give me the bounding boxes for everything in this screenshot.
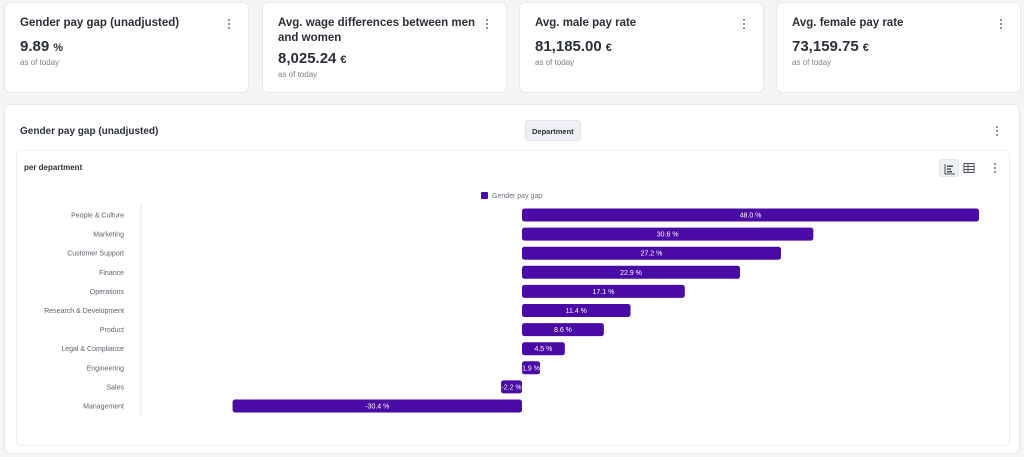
bar[interactable] [522, 284, 685, 298]
category-label: Management [83, 404, 124, 411]
kpi-title: Avg. male pay rate [535, 17, 637, 29]
kpi-card-female-pay: Avg. female pay rate 73,159.75 € as of to… [776, 2, 1021, 93]
bar-value-label: 1.9 % [522, 365, 540, 372]
kpi-card-pay-gap: Gender pay gap (unadjusted) 9.89% as of … [4, 2, 249, 93]
bar[interactable] [501, 380, 522, 394]
legend-swatch [481, 192, 488, 199]
chart-card: per department [16, 150, 1010, 446]
kpi-unit: € [340, 54, 347, 66]
bar[interactable] [522, 227, 814, 241]
category-label: Operations [90, 289, 125, 296]
table-icon [963, 163, 975, 173]
kpi-card-male-pay: Avg. male pay rate 81,185.00 € as of toda… [519, 2, 764, 93]
kpi-title: Gender pay gap (unadjusted) [20, 17, 180, 29]
bar[interactable] [522, 265, 741, 279]
bar-value-label: 17.1 % [593, 289, 615, 296]
category-label: Research & Development [44, 308, 124, 315]
chart-more-options-icon[interactable] [990, 161, 1000, 175]
bar[interactable] [522, 246, 781, 260]
category-label: Customer Support [67, 251, 124, 258]
kpi-number: 73,159.75 [792, 38, 859, 55]
bar-value-label: 4.5 % [534, 346, 552, 353]
more-options-icon[interactable] [482, 17, 492, 31]
bar[interactable] [522, 304, 631, 317]
category-label: Finance [99, 270, 124, 277]
chart-legend: Gender pay gap [481, 192, 542, 200]
bar-value-label: -30.4 % [365, 404, 389, 411]
legend-label: Gender pay gap [492, 193, 543, 200]
category-label: Legal & Compliance [61, 346, 124, 353]
kpi-value: 73,159.75 € [792, 38, 869, 55]
table-view-button[interactable] [959, 159, 979, 177]
bar[interactable] [232, 399, 523, 413]
kpi-unit: € [605, 42, 612, 54]
bar-value-label: 8.6 % [554, 327, 572, 334]
kpi-card-wage-difference: Avg. wage differences between men and wo… [262, 2, 507, 93]
kpi-number: 81,185.00 [535, 38, 602, 55]
more-options-icon[interactable] [224, 17, 234, 31]
kpi-row: Gender pay gap (unadjusted) 9.89% as of … [4, 2, 1024, 93]
kpi-subtitle: as of today [535, 58, 575, 67]
kpi-subtitle: as of today [20, 58, 60, 67]
category-label: Engineering [87, 365, 124, 372]
kpi-value: 9.89% [20, 38, 63, 55]
bar[interactable] [522, 323, 604, 337]
kpi-value: 8,025.24 € [278, 50, 347, 67]
bar-value-label: 22.9 % [620, 270, 642, 277]
bar[interactable] [522, 208, 979, 222]
category-label: Marketing [93, 232, 124, 239]
bar[interactable] [522, 342, 565, 356]
bar-value-label: -2.2 % [501, 384, 521, 391]
more-options-icon[interactable] [996, 17, 1006, 31]
kpi-unit: % [53, 42, 63, 54]
kpi-value: 81,185.00 € [535, 38, 612, 55]
kpi-title: Avg. wage differences between men and wo… [278, 17, 476, 44]
chart-subtitle: per department [24, 163, 83, 172]
kpi-subtitle: as of today [792, 58, 832, 67]
kpi-title: Avg. female pay rate [792, 17, 904, 29]
bar-value-label: 30.6 % [657, 232, 679, 239]
kpi-number: 8,025.24 [278, 50, 337, 67]
more-options-icon[interactable] [739, 17, 749, 31]
panel-title: Gender pay gap (unadjusted) [20, 126, 159, 137]
category-label: Sales [106, 384, 124, 391]
kpi-unit: € [862, 42, 869, 54]
bar-value-label: 48.0 % [740, 213, 762, 220]
kpi-number: 9.89 [20, 38, 50, 55]
department-button[interactable]: Department [525, 120, 581, 141]
bar-value-label: 27.2 % [641, 251, 663, 258]
bar-chart-icon [944, 164, 955, 175]
bar-value-label: 11.4 % [566, 308, 587, 315]
category-label: Product [100, 327, 124, 334]
kpi-subtitle: as of today [278, 70, 318, 79]
chart-view-button[interactable] [939, 159, 959, 177]
bar[interactable] [522, 361, 541, 375]
category-label: People & Culture [71, 213, 124, 220]
panel-more-options-icon[interactable] [992, 124, 1002, 138]
chart-panel: Gender pay gap (unadjusted) Department p… [4, 104, 1020, 454]
